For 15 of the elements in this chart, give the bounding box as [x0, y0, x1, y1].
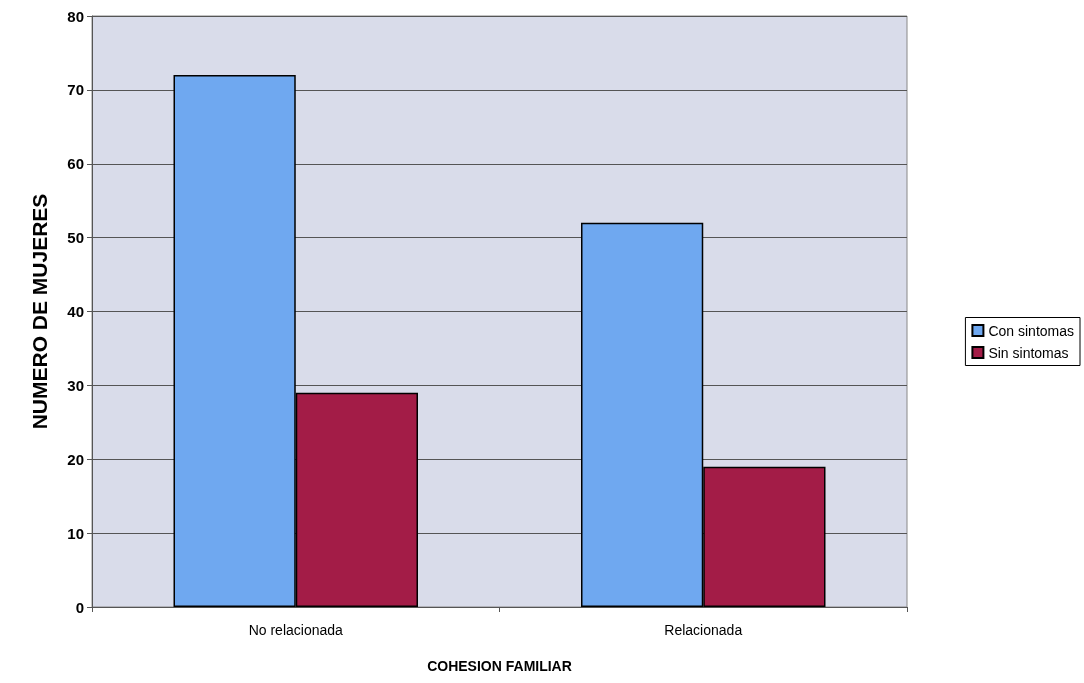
y-tick-label: 50 — [67, 229, 84, 247]
y-axis-title: NUMERO DE MUJERES — [28, 193, 51, 430]
y-tick-label: 70 — [67, 81, 84, 99]
x-tick-label: Relacionada — [664, 622, 743, 638]
x-axis-title: COHESION FAMILIAR — [427, 658, 572, 674]
y-tick-label: 30 — [67, 376, 84, 394]
y-tick-label: 20 — [67, 450, 84, 468]
y-tick-label: 40 — [67, 303, 84, 320]
y-tick-label: 80 — [67, 7, 84, 25]
y-tick-label: 10 — [67, 524, 84, 542]
legend-label: Con sintomas — [988, 322, 1074, 339]
legend-label: Sin sintomas — [988, 344, 1069, 361]
y-tick-label: 0 — [75, 598, 84, 616]
y-tick-label: 60 — [67, 155, 84, 173]
x-tick-label: No relacionada — [248, 622, 344, 638]
